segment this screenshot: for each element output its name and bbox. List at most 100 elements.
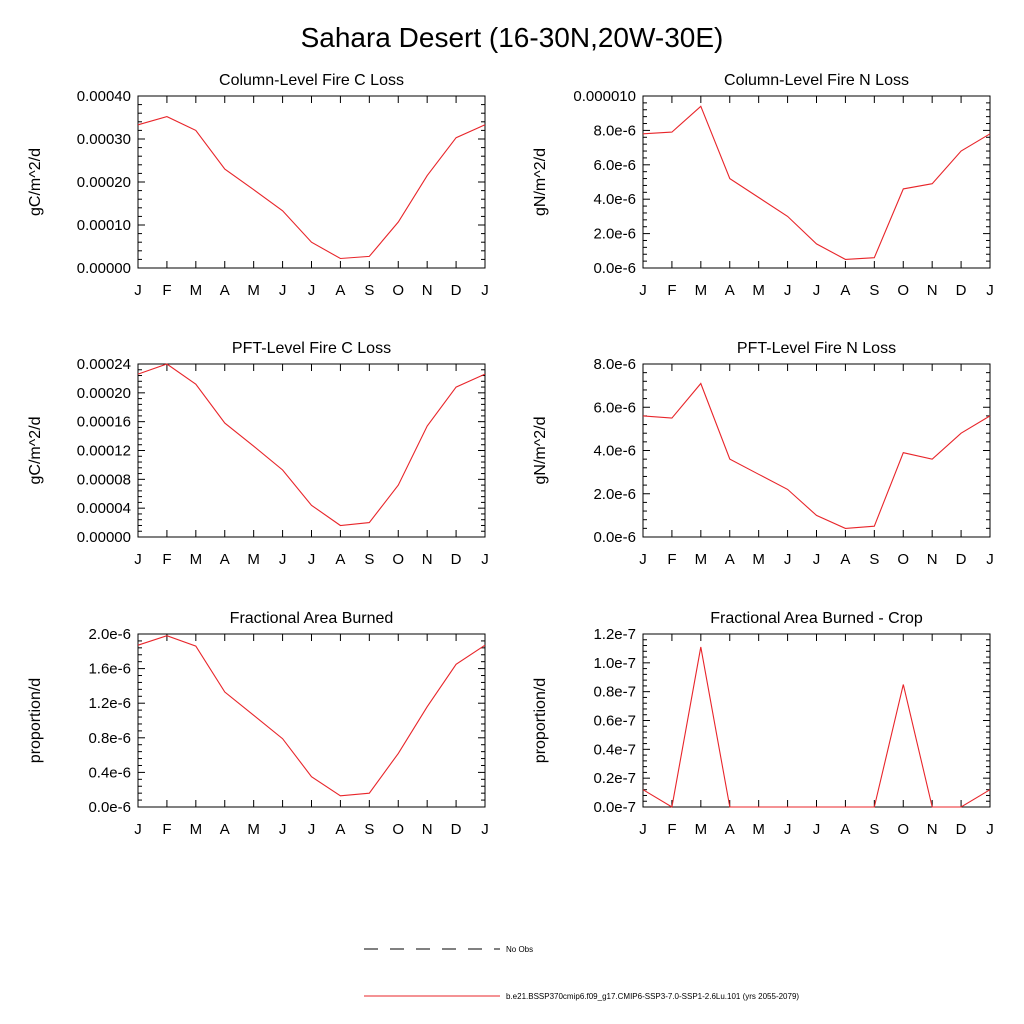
x-tick-label: J (813, 821, 821, 838)
x-tick-label: J (481, 821, 489, 838)
x-tick-label: J (308, 551, 316, 568)
y-tick-label: 0.8e-7 (593, 684, 636, 701)
x-tick-label: M (695, 551, 708, 568)
figure-title: Sahara Desert (16-30N,20W-30E) (300, 22, 724, 53)
y-tick-label: 0.00016 (77, 414, 131, 431)
y-tick-label: 4.0e-6 (593, 443, 636, 460)
x-tick-label: F (162, 282, 171, 299)
x-tick-label: A (725, 821, 735, 838)
y-tick-label: 1.2e-6 (88, 695, 131, 712)
x-tick-label: A (840, 821, 850, 838)
y-tick-label: 0.0e-6 (593, 260, 636, 277)
y-tick-label: 0.0e-6 (593, 529, 636, 546)
plot-frame (137, 363, 486, 538)
x-tick-label: D (956, 821, 967, 838)
y-axis-label: proportion/d (27, 678, 44, 763)
x-tick-label: J (639, 551, 647, 568)
x-tick-label: J (279, 282, 287, 299)
x-tick-label: J (639, 821, 647, 838)
y-axis-label: gC/m^2/d (27, 417, 44, 485)
x-tick-label: A (335, 821, 345, 838)
x-tick-label: M (752, 282, 765, 299)
x-tick-label: S (364, 551, 374, 568)
plot-frame (137, 633, 486, 808)
x-tick-label: J (279, 821, 287, 838)
y-tick-label: 0.2e-7 (593, 770, 636, 787)
y-tick-label: 0.6e-7 (593, 713, 636, 730)
x-tick-label: F (162, 551, 171, 568)
panel-title: Column-Level Fire C Loss (219, 72, 404, 89)
x-tick-label: S (869, 551, 879, 568)
y-tick-label: 4.0e-6 (593, 191, 636, 208)
x-tick-label: N (927, 821, 938, 838)
series-line (137, 635, 486, 797)
series-line (642, 105, 991, 260)
x-tick-label: O (392, 282, 404, 299)
x-tick-label: J (134, 821, 142, 838)
x-tick-label: F (667, 282, 676, 299)
x-tick-label: O (897, 551, 909, 568)
x-tick-label: N (422, 821, 433, 838)
x-tick-label: D (451, 821, 462, 838)
y-tick-label: 0.00024 (77, 356, 131, 373)
x-tick-label: J (784, 282, 792, 299)
y-tick-label: 0.0e-6 (88, 799, 131, 816)
x-tick-label: D (451, 551, 462, 568)
x-tick-label: F (667, 821, 676, 838)
panel-title: PFT-Level Fire N Loss (737, 340, 896, 357)
x-tick-label: O (392, 821, 404, 838)
x-tick-label: D (956, 551, 967, 568)
x-tick-label: J (784, 821, 792, 838)
x-tick-label: O (897, 821, 909, 838)
y-tick-label: 2.0e-6 (593, 486, 636, 503)
x-tick-label: O (392, 551, 404, 568)
x-tick-label: A (840, 282, 850, 299)
x-tick-label: M (190, 821, 203, 838)
panel-title: Fractional Area Burned (230, 610, 394, 627)
panel-title: PFT-Level Fire C Loss (232, 340, 391, 357)
x-tick-label: N (927, 282, 938, 299)
x-tick-label: A (220, 282, 230, 299)
x-tick-label: D (451, 282, 462, 299)
y-tick-label: 0.8e-6 (88, 730, 131, 747)
y-tick-label: 0.0e-7 (593, 799, 636, 816)
y-tick-label: 2.0e-6 (88, 626, 131, 643)
y-tick-label: 8.0e-6 (593, 356, 636, 373)
x-tick-label: A (335, 282, 345, 299)
x-tick-label: J (784, 551, 792, 568)
x-tick-label: J (986, 821, 994, 838)
x-tick-label: S (869, 821, 879, 838)
x-tick-label: A (220, 551, 230, 568)
x-tick-label: M (190, 282, 203, 299)
y-tick-label: 1.2e-7 (593, 626, 636, 643)
y-tick-label: 6.0e-6 (593, 157, 636, 174)
y-tick-label: 2.0e-6 (593, 226, 636, 243)
x-tick-label: M (247, 821, 260, 838)
x-tick-label: A (335, 551, 345, 568)
x-tick-label: M (752, 821, 765, 838)
x-tick-label: S (364, 821, 374, 838)
y-tick-label: 6.0e-6 (593, 399, 636, 416)
y-tick-label: 0.00030 (77, 131, 131, 148)
y-axis-label: gN/m^2/d (532, 148, 549, 216)
plot-frame (642, 95, 991, 269)
y-tick-label: 0.00008 (77, 471, 131, 488)
x-tick-label: J (813, 282, 821, 299)
y-tick-label: 0.00040 (77, 88, 131, 105)
x-tick-label: J (134, 551, 142, 568)
x-tick-label: O (897, 282, 909, 299)
x-tick-label: D (956, 282, 967, 299)
x-tick-label: N (927, 551, 938, 568)
series-line (137, 116, 486, 260)
x-tick-label: M (247, 551, 260, 568)
panel-title: Fractional Area Burned - Crop (710, 610, 923, 627)
x-tick-label: J (813, 551, 821, 568)
y-tick-label: 1.6e-6 (88, 661, 131, 678)
x-tick-label: J (134, 282, 142, 299)
x-tick-label: S (364, 282, 374, 299)
